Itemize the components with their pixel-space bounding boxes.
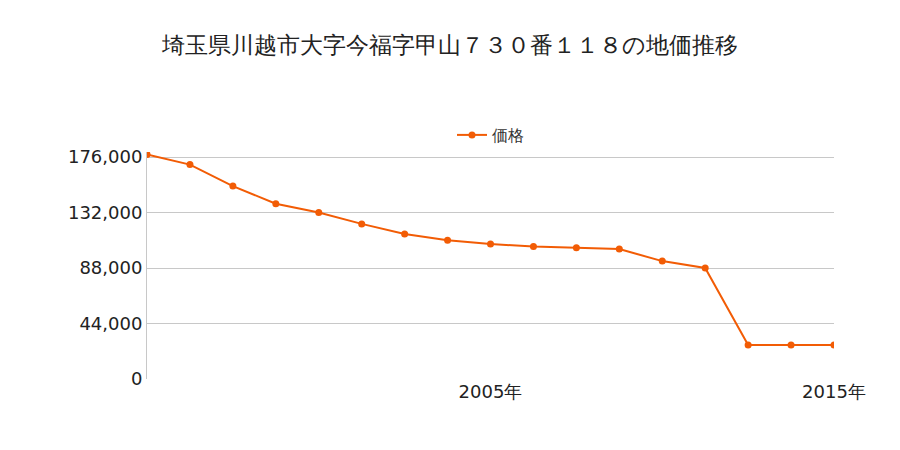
svg-text:2015年: 2015年 (802, 381, 866, 402)
svg-text:0: 0 (131, 368, 142, 389)
svg-text:44,000: 44,000 (79, 313, 142, 334)
svg-text:2005年: 2005年 (459, 381, 523, 402)
svg-text:88,000: 88,000 (79, 257, 142, 278)
svg-text:価格: 価格 (492, 126, 524, 145)
svg-text:埼玉県川越市大字今福字甲山７３０番１１８の地価推移: 埼玉県川越市大字今福字甲山７３０番１１８の地価推移 (161, 32, 738, 58)
svg-text:176,000: 176,000 (68, 146, 142, 167)
svg-text:132,000: 132,000 (68, 202, 142, 223)
